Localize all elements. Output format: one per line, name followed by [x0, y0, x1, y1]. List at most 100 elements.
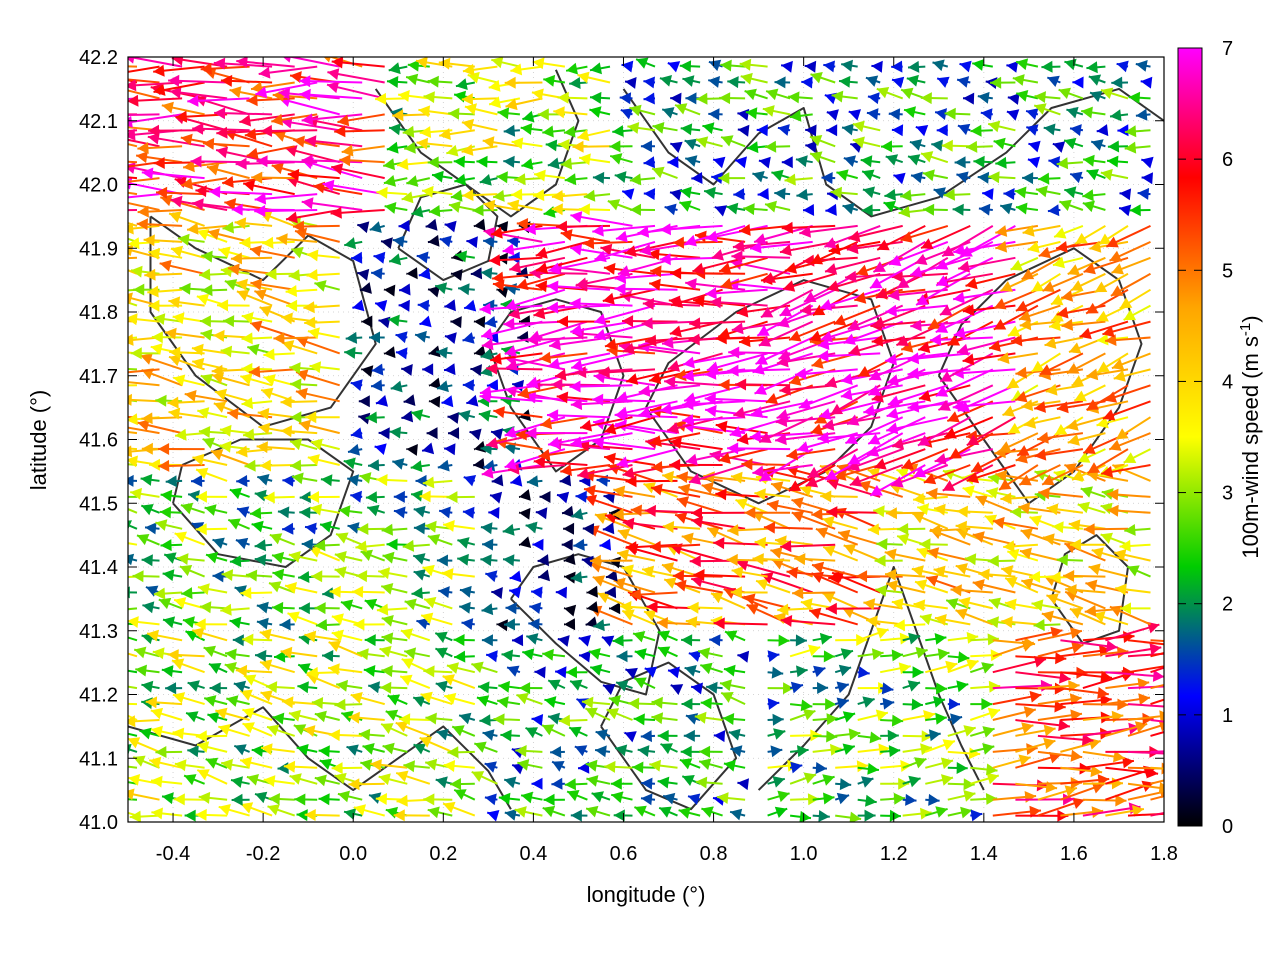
wind-vector-head [907, 367, 919, 380]
wind-vector-head [751, 406, 764, 418]
wind-vector-head [819, 408, 832, 420]
wind-vector-head [1086, 302, 1099, 314]
wind-vector-head [215, 707, 228, 720]
wind-vector-head [736, 305, 749, 318]
contour-line [622, 87, 1164, 218]
wind-vector-head [337, 114, 350, 127]
wind-vector-head [551, 378, 563, 391]
wind-vector-head [480, 522, 493, 535]
wind-vector-head [369, 221, 382, 233]
wind-vector-head [515, 428, 527, 441]
wind-vector-head [512, 634, 524, 647]
wind-vector-head [649, 540, 662, 553]
wind-vector-head [569, 297, 581, 310]
wind-vector-head [378, 316, 391, 329]
wind-vector-head [940, 757, 953, 770]
wind-vector-head [502, 243, 515, 256]
wind-vector-head [807, 466, 820, 478]
wind-vector-head [695, 776, 708, 789]
wind-vector-head [1046, 593, 1059, 605]
wind-vector-head [180, 502, 194, 515]
wind-vector-head [594, 313, 607, 326]
wind-vector-head [94, 133, 106, 145]
wind-vector-head [301, 538, 313, 551]
wind-vector-head [847, 414, 860, 426]
wind-vector-head [726, 553, 738, 566]
wind-vector-head [988, 680, 1001, 693]
wind-vector-head [336, 679, 348, 692]
wind-vector-head [1116, 428, 1129, 440]
wind-vector-head [134, 646, 147, 659]
wind-vector-head [168, 407, 181, 420]
wind-vector-head [794, 553, 806, 566]
wind-vector-head [1063, 570, 1075, 582]
wind-vector [128, 381, 160, 387]
wind-vector-head [165, 475, 177, 488]
wind-vector-head [957, 76, 970, 88]
wind-vector-head [1090, 90, 1103, 103]
wind-vector-head [531, 777, 543, 790]
wind-vector-head [1043, 123, 1056, 136]
wind-vector [1150, 811, 1164, 817]
wind-vector-head [613, 485, 626, 498]
wind-vector-head [112, 73, 124, 85]
wind-vector-head [1069, 342, 1082, 354]
wind-vector-head [192, 198, 204, 211]
wind-vector-head [428, 377, 441, 390]
wind-vector-head [662, 521, 675, 533]
wind-vector-head [131, 265, 143, 278]
wind-vector-head [427, 234, 440, 247]
wind-vector-head [1096, 310, 1109, 322]
wind-vector-head [1061, 318, 1074, 331]
wind-vector-head [604, 760, 616, 773]
wind-vector-head [535, 280, 548, 293]
wind-vector-head [301, 113, 314, 126]
contour-line [757, 566, 985, 791]
wind-vector-head [398, 299, 410, 312]
wind-vector-head [577, 439, 590, 452]
wind-vector-head [915, 646, 928, 659]
wind-vector-head [299, 88, 311, 101]
wind-vector-head [379, 645, 392, 658]
wind-vector-head [733, 406, 746, 419]
wind-vector-head [403, 760, 415, 773]
wind-vector-head [271, 601, 284, 614]
wind-vector-head [1088, 74, 1102, 86]
wind-vector-head [133, 283, 145, 296]
wind-vector-head [271, 162, 284, 175]
wind-vector-head [957, 400, 971, 412]
wind-vector-head [298, 602, 310, 615]
wind-vector-head [1107, 155, 1119, 168]
wind-vector-head [963, 790, 976, 802]
wind-vector-head [289, 773, 302, 785]
wind-vector-head [952, 203, 964, 216]
wind-vector-head [481, 466, 494, 479]
wind-vector-head [912, 512, 925, 524]
wind-vector [128, 575, 138, 578]
wind-vector-head [514, 806, 527, 818]
wind-vector-head [694, 711, 707, 724]
wind-vector-head [422, 476, 435, 489]
wind-vector-head [1010, 334, 1023, 347]
wind-vector-head [269, 533, 283, 545]
wind-vector-head [941, 774, 953, 786]
wind-vector-head [874, 458, 887, 470]
wind-vector-head [634, 648, 647, 660]
wind-vector-head [428, 205, 441, 217]
wind-vector-head [713, 537, 725, 550]
wind-vector-head [320, 474, 333, 487]
wind-vector-head [168, 296, 181, 309]
wind-vector-head [586, 805, 599, 818]
wind-vector-head [1088, 563, 1101, 576]
wind-vector-head [249, 245, 262, 257]
y-axis-label: latitude (°) [26, 390, 51, 491]
wind-vector [128, 65, 160, 73]
wind-vector-head [622, 467, 635, 479]
wind-vector-head [484, 316, 497, 328]
wind-vector-head [799, 484, 812, 497]
wind-vector-head [1003, 540, 1015, 553]
wind-vector-head [450, 189, 463, 202]
wind-vector-head [436, 380, 449, 393]
wind-vector-head [579, 153, 591, 166]
wind-vector-head [128, 313, 138, 326]
